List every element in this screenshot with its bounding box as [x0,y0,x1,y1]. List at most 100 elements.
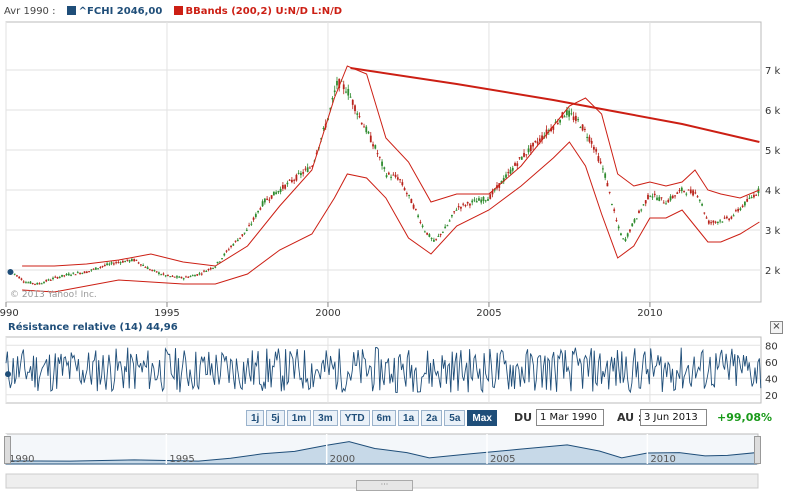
candle-body [748,197,751,199]
candle-body [203,270,205,272]
candle-body [43,282,45,284]
candle-body [469,203,471,206]
candle-body [338,78,341,88]
range-button-5j[interactable]: 5j [266,410,285,426]
candle-body [121,260,124,263]
range-button-5a[interactable]: 5a [444,410,466,426]
legend-date: Avr 1990 : [4,6,56,17]
navigator[interactable]: 1990 1995 2000 2005 2010 [5,433,759,489]
copyright: © 2013 Yahoo! Inc. [10,290,97,300]
x-tick-label: 2010 [637,308,662,319]
candle-body [363,126,365,128]
range-button-max[interactable]: Max [467,410,497,426]
candle-body [419,221,422,223]
candle-body [484,200,487,202]
candle-body [85,271,88,274]
candle-body [227,249,230,251]
candle-body [261,201,264,207]
candle-body [70,274,72,276]
candle-body [90,269,93,271]
candle-body [613,209,616,211]
candle-body [572,116,575,120]
candle-body [225,250,228,252]
range-button-ytd[interactable]: YTD [339,410,370,426]
candle-body [250,223,253,225]
candle-body [198,273,201,275]
candle-body [146,267,149,270]
candle-body [412,204,415,209]
candle-body [568,110,571,117]
candle-body [331,97,334,100]
y-tick-label: 5 k [765,146,781,157]
candle-body [442,231,444,233]
candle-body [164,275,167,277]
candle-body [383,167,386,169]
candle-body [223,253,226,256]
candle-body [209,267,212,270]
candle-body [707,220,710,224]
candle-body [466,201,469,204]
rsi-close-button[interactable]: × [770,321,783,334]
navigator-tick-label: 1990 [9,454,34,465]
candle-body [236,239,239,242]
x-tick-label: 2005 [476,308,501,319]
candle-body [142,265,145,267]
candle-body [446,225,449,227]
candle-body [525,154,528,156]
candle-body [158,272,160,274]
navigator-left-handle[interactable] [4,436,11,464]
candle-body [63,275,66,277]
candle-body [270,195,273,199]
rsi-tick-label: 20 [765,391,778,402]
candle-body [234,240,237,242]
candle-body [263,198,266,203]
candle-body [128,260,131,262]
range-button-6m[interactable]: 6m [371,410,397,426]
rsi-tick-label: 80 [765,341,778,352]
candle-body [272,191,275,196]
navigator-tick-label: 2000 [330,454,355,465]
candle-body [423,231,426,233]
main-series [7,65,760,293]
date-to-input[interactable] [640,409,707,426]
candle-body [451,214,453,217]
date-from-input[interactable] [536,409,604,426]
navigator-scroll-grip[interactable]: ··· [356,480,413,491]
range-button-1a[interactable]: 1a [398,410,420,426]
candle-body [76,272,79,274]
candle-body [248,225,250,227]
candle-body [162,273,165,275]
candle-body [254,214,257,217]
candle-body [333,90,336,93]
navigator-tick-label: 1995 [169,454,194,465]
range-button-2a[interactable]: 2a [421,410,443,426]
candle-body [410,198,413,204]
candle-body [669,196,672,201]
x-tick-label: 1990 [0,308,19,319]
range-button-1m[interactable]: 1m [286,410,312,426]
range-button-1j[interactable]: 1j [246,410,265,426]
candle-body [712,220,715,223]
candle-body [259,208,262,210]
candle-body [99,267,102,269]
navigator-right-handle[interactable] [754,436,761,464]
candle-body [588,136,591,142]
candle-body [439,233,442,236]
candle-body [291,179,293,183]
range-button-3m[interactable]: 3m [313,410,338,426]
candle-body [593,146,595,150]
candle-body [649,195,652,197]
candle-body [212,267,214,269]
candle-body [399,179,401,181]
candle-body [448,220,451,222]
candle-body [545,129,548,136]
candle-body [56,277,59,279]
candle-body [144,266,147,268]
candle-body [453,211,456,213]
candle-body [160,274,163,276]
candle-body [723,217,726,219]
candle-body [214,266,217,268]
candle-body [570,113,573,115]
candle-body [626,233,629,237]
